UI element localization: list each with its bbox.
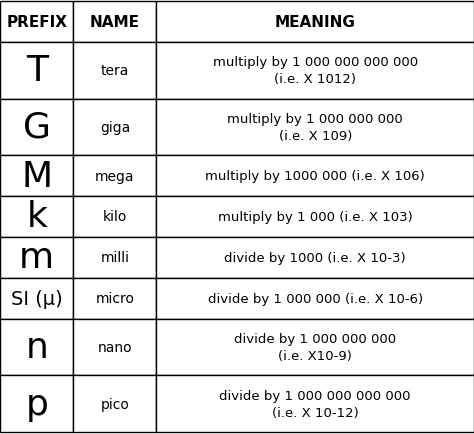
Bar [0,197,73,237]
Text: n: n [25,330,48,364]
Text: divide by 1 000 000 (i.e. X 10-6): divide by 1 000 000 (i.e. X 10-6) [208,292,423,305]
Bar [73,197,156,237]
Bar [0,2,73,43]
Bar [0,43,73,99]
Bar [156,43,474,99]
Bar [156,237,474,278]
Text: kilo: kilo [103,210,127,224]
Text: SI (μ): SI (μ) [11,289,63,308]
Text: T: T [26,54,48,88]
Text: PREFIX: PREFIX [6,15,67,30]
Text: multiply by 1000 000 (i.e. X 106): multiply by 1000 000 (i.e. X 106) [205,170,425,183]
Bar [0,278,73,319]
Bar [0,375,73,432]
Text: micro: micro [95,292,135,306]
Text: giga: giga [100,121,130,135]
Bar [0,319,73,375]
Bar [156,375,474,432]
Text: divide by 1 000 000 000
(i.e. X10-9): divide by 1 000 000 000 (i.e. X10-9) [234,332,396,362]
Bar [156,197,474,237]
Bar [73,156,156,197]
Text: milli: milli [100,251,129,265]
Bar [73,2,156,43]
Text: mega: mega [95,169,135,183]
Bar [73,237,156,278]
Bar [156,99,474,156]
Text: k: k [26,200,47,234]
Text: multiply by 1 000 000 000
(i.e. X 109): multiply by 1 000 000 000 (i.e. X 109) [228,112,403,142]
Text: MEANING: MEANING [275,15,356,30]
Text: multiply by 1 000 000 000 000
(i.e. X 1012): multiply by 1 000 000 000 000 (i.e. X 10… [213,56,418,86]
Bar [73,43,156,99]
Bar [73,319,156,375]
Bar [73,278,156,319]
Text: nano: nano [98,340,132,354]
Text: NAME: NAME [90,15,140,30]
Bar [0,156,73,197]
Text: pico: pico [100,397,129,411]
Text: M: M [21,159,52,193]
Text: divide by 1000 (i.e. X 10-3): divide by 1000 (i.e. X 10-3) [224,251,406,264]
Bar [0,99,73,156]
Bar [156,319,474,375]
Bar [0,237,73,278]
Bar [73,99,156,156]
Bar [156,2,474,43]
Text: p: p [25,387,48,421]
Bar [156,278,474,319]
Text: tera: tera [101,64,129,78]
Bar [156,156,474,197]
Bar [73,375,156,432]
Text: G: G [23,111,51,145]
Text: m: m [19,241,55,275]
Text: multiply by 1 000 (i.e. X 103): multiply by 1 000 (i.e. X 103) [218,210,412,224]
Text: divide by 1 000 000 000 000
(i.e. X 10-12): divide by 1 000 000 000 000 (i.e. X 10-1… [219,389,411,419]
